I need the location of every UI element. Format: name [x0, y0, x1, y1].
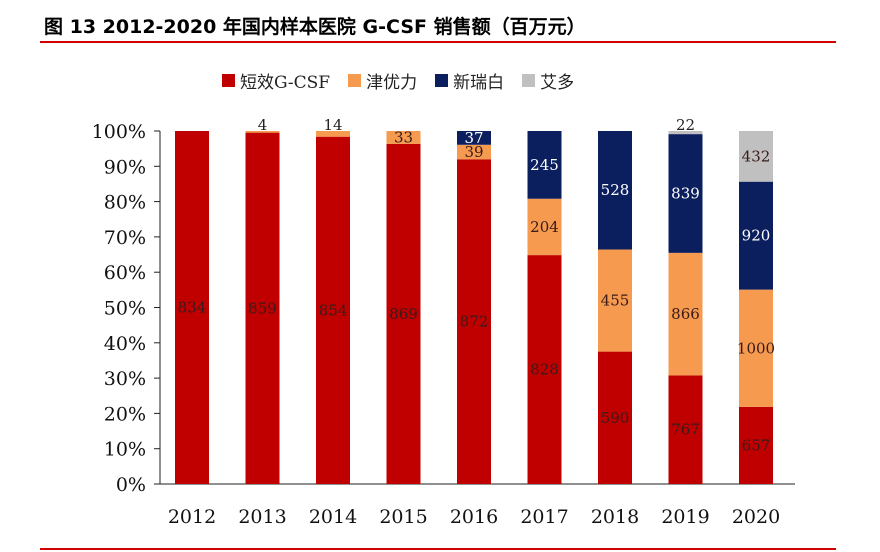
data-label: 204 — [530, 218, 559, 236]
data-label: 22 — [676, 116, 695, 134]
y-tick-label: 100% — [92, 121, 146, 143]
data-label: 455 — [601, 292, 630, 310]
bar-segment — [668, 375, 703, 484]
bar-segment — [739, 131, 773, 182]
data-label: 528 — [601, 181, 630, 199]
x-tick-label: 2020 — [732, 506, 780, 528]
legend-swatch — [348, 74, 362, 87]
data-label: 866 — [671, 305, 700, 323]
legend-item: 新瑞白 — [435, 68, 504, 93]
data-label: 33 — [394, 128, 413, 146]
legend-swatch — [522, 74, 536, 87]
data-label: 590 — [601, 409, 630, 427]
bar-segment — [245, 131, 280, 133]
x-tick-label: 2013 — [238, 506, 286, 528]
legend-label: 津优力 — [366, 73, 418, 93]
bar-segment — [598, 249, 632, 352]
bar-segment — [527, 255, 562, 484]
y-tick-label: 40% — [104, 333, 146, 355]
legend-item: 艾多 — [522, 68, 574, 93]
legend: 短效G-CSF 津优力 新瑞白 艾多 — [222, 68, 574, 93]
legend-swatch — [222, 74, 235, 87]
data-label: 828 — [530, 361, 559, 379]
y-tick-label: 0% — [116, 474, 146, 496]
bar-segment — [527, 131, 562, 199]
data-label: 839 — [671, 184, 700, 202]
y-tick-label: 30% — [104, 368, 146, 390]
y-tick-label: 60% — [104, 262, 146, 284]
x-tick-label: 2018 — [591, 506, 639, 528]
y-tick-label: 20% — [104, 403, 146, 425]
y-tick-label: 50% — [104, 298, 146, 320]
x-tick-label: 2014 — [309, 506, 357, 528]
data-label: 4 — [258, 116, 268, 134]
y-tick-label: 80% — [104, 192, 146, 214]
data-label: 37 — [464, 129, 483, 147]
x-tick-label: 2016 — [450, 506, 498, 528]
bar-segment — [245, 132, 280, 484]
legend-item: 津优力 — [348, 68, 417, 93]
bar-segment — [668, 131, 703, 135]
bottom-rule — [40, 548, 836, 550]
data-label: 432 — [742, 147, 771, 165]
bar-segment — [457, 159, 491, 485]
x-tick-label: 2019 — [661, 506, 709, 528]
bar-segment — [527, 198, 562, 256]
bar-segment — [457, 131, 491, 145]
legend-label: 新瑞白 — [453, 73, 505, 93]
bar-segment — [598, 131, 632, 250]
title-rule — [40, 41, 836, 43]
data-label: 872 — [460, 313, 489, 331]
x-tick-label: 2015 — [379, 506, 427, 528]
bar-segment — [386, 131, 421, 144]
data-label: 14 — [323, 116, 342, 134]
data-label: 854 — [319, 301, 348, 319]
data-label: 869 — [389, 305, 418, 323]
bar-segment — [316, 131, 350, 137]
data-label: 657 — [742, 436, 771, 454]
legend-label: 艾多 — [540, 73, 575, 93]
legend-label: 短效G-CSF — [240, 73, 331, 93]
y-tick-label: 70% — [104, 227, 146, 249]
data-label: 767 — [671, 421, 700, 439]
x-tick-label: 2017 — [520, 506, 568, 528]
data-label: 39 — [464, 143, 483, 161]
data-label: 834 — [178, 299, 207, 317]
bar-segment — [739, 289, 773, 407]
data-label: 920 — [742, 227, 771, 245]
bar-segment — [598, 351, 632, 484]
bar-segment — [668, 252, 703, 376]
bar-segment — [739, 406, 773, 484]
bar-segment — [668, 134, 703, 253]
y-tick-label: 10% — [104, 439, 146, 461]
legend-swatch — [435, 74, 449, 87]
legend-item: 短效G-CSF — [222, 68, 330, 93]
data-label: 859 — [248, 299, 277, 317]
bar-segment — [457, 144, 491, 160]
y-tick-label: 90% — [104, 156, 146, 178]
chart-title: 图 13 2012-2020 年国内样本医院 G-CSF 销售额（百万元） — [44, 16, 586, 38]
data-label: 245 — [530, 156, 559, 174]
bar-segment — [739, 181, 773, 290]
data-label: 1000 — [737, 339, 775, 357]
bar-segment — [316, 136, 350, 484]
bar-segment — [175, 131, 209, 484]
bar-segment — [386, 143, 421, 485]
x-tick-label: 2012 — [168, 506, 216, 528]
